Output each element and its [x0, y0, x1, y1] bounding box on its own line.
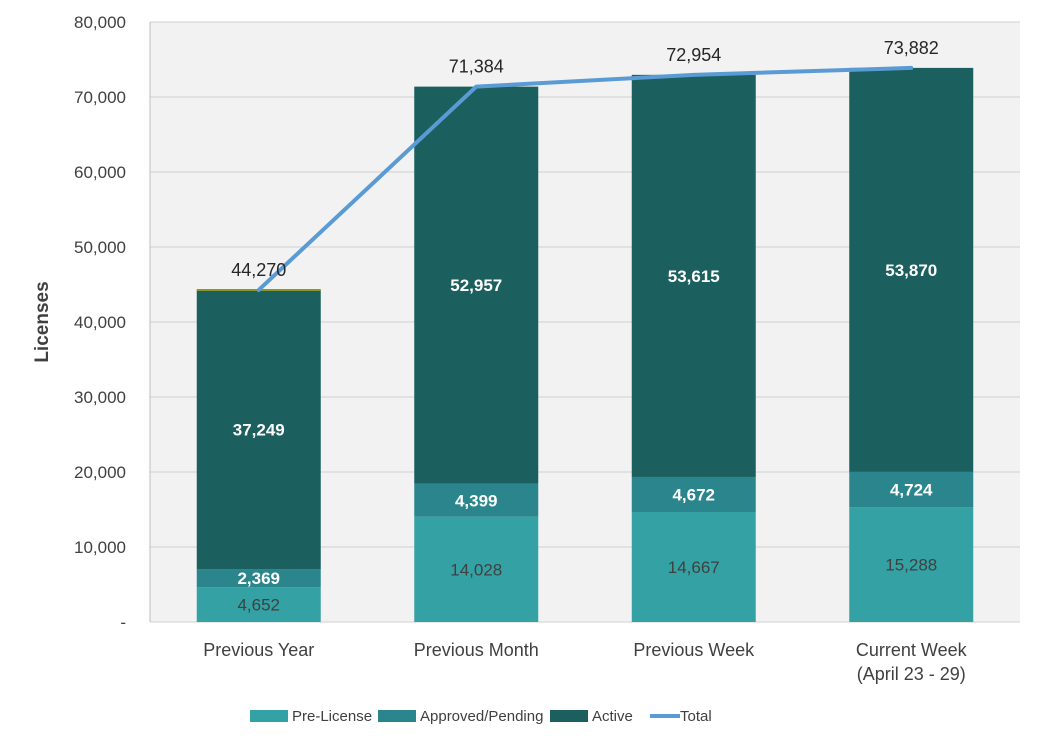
x-category-label: Current Week (April 23 - 29)	[856, 640, 968, 684]
total-label: 73,882	[884, 38, 939, 58]
bar-segment	[849, 67, 974, 472]
data-label: 14,667	[668, 558, 720, 577]
bar-segment	[631, 74, 756, 477]
total-label: 71,384	[449, 57, 504, 77]
x-category-label: Previous Month	[414, 640, 539, 660]
legend-label: Pre-License	[292, 708, 372, 725]
legend-label: Total	[680, 708, 712, 725]
bar-segment	[414, 86, 539, 484]
bar-segment	[631, 511, 756, 622]
data-label: 4,399	[455, 491, 498, 510]
y-tick-label: 30,000	[74, 388, 126, 407]
bar-segment	[414, 483, 539, 517]
bar-segment	[849, 471, 974, 508]
legend-swatch	[378, 710, 416, 722]
data-label: 52,957	[450, 276, 502, 295]
y-axis-label: Licenses	[32, 281, 53, 362]
data-label: 53,870	[885, 261, 937, 280]
data-label: 4,672	[672, 485, 715, 504]
bar-segment	[631, 476, 756, 512]
y-tick-label: 70,000	[74, 88, 126, 107]
y-tick-label: 50,000	[74, 238, 126, 257]
bar-segment	[414, 516, 539, 622]
data-label: 53,615	[668, 267, 720, 286]
bar-segment	[196, 289, 321, 570]
y-tick-label: 10,000	[74, 538, 126, 557]
bar-segment	[196, 587, 321, 622]
y-tick-label: 80,000	[74, 13, 126, 32]
data-label: 15,288	[885, 556, 937, 575]
y-tick-label: 20,000	[74, 463, 126, 482]
bar-segment	[196, 569, 321, 588]
data-label: 2,369	[237, 569, 280, 588]
bar-segment	[849, 507, 974, 622]
y-tick-label: -	[120, 613, 126, 632]
total-label: 72,954	[666, 45, 721, 65]
legend-label: Approved/Pending	[420, 708, 543, 725]
legend-swatch	[250, 710, 288, 722]
x-category-label: Previous Year	[203, 640, 314, 660]
data-label: 4,652	[237, 596, 280, 615]
x-category-label: Previous Week	[633, 640, 755, 660]
total-line	[256, 65, 914, 292]
total-label: 44,270	[231, 260, 286, 280]
legend-swatch	[550, 710, 588, 722]
data-label: 37,249	[233, 421, 285, 440]
y-tick-label: 40,000	[74, 313, 126, 332]
legend-label: Active	[592, 708, 633, 725]
data-label: 14,028	[450, 560, 502, 579]
y-tick-label: 60,000	[74, 163, 126, 182]
data-label: 4,724	[890, 481, 933, 500]
